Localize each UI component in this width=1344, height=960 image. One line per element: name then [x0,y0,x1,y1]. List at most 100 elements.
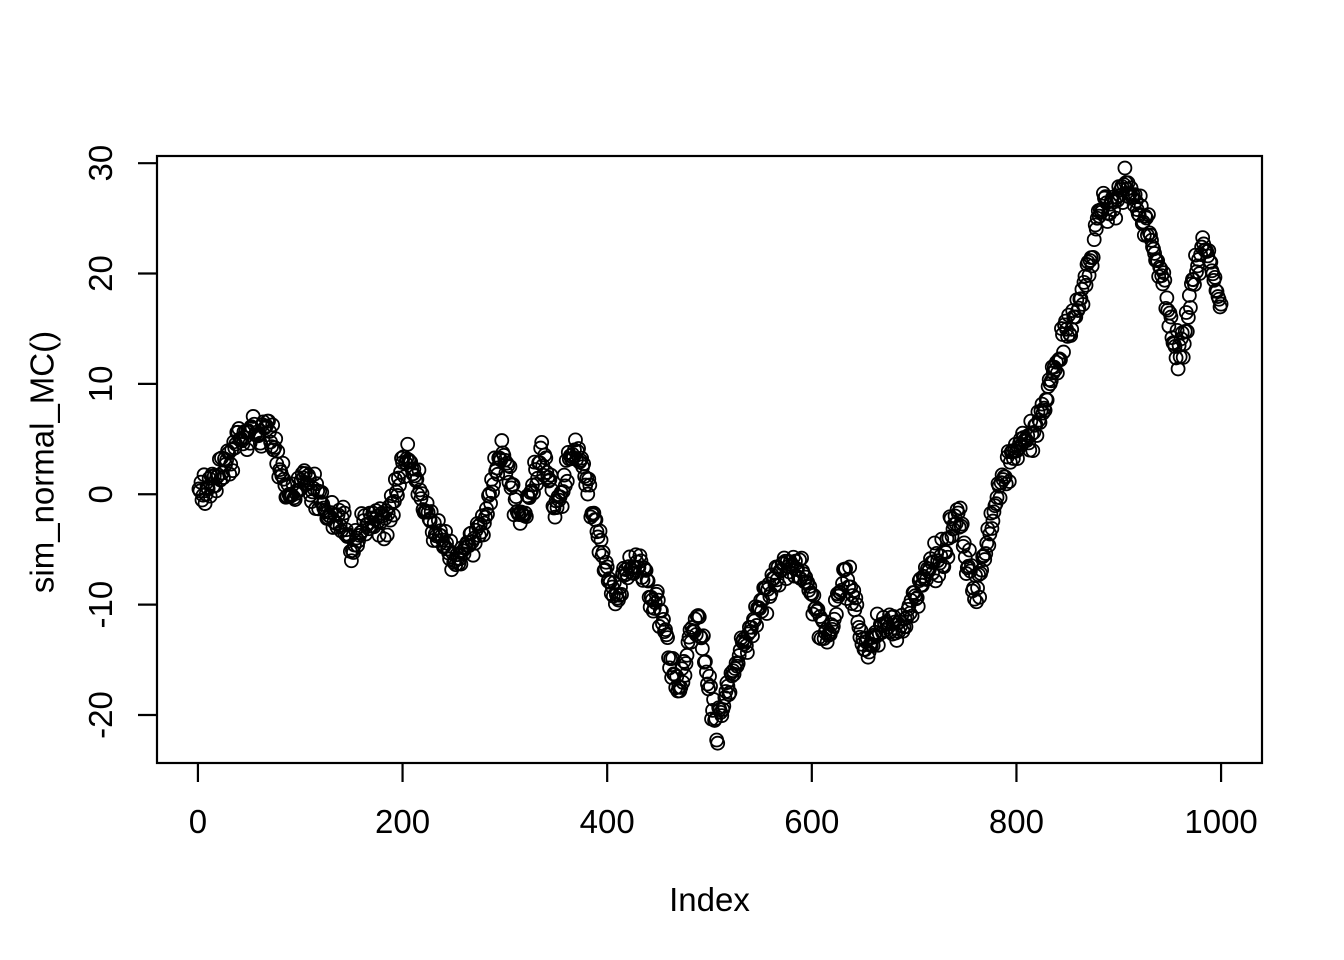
data-point [485,484,500,500]
data-point [909,590,925,606]
data-point [952,500,968,516]
data-point [303,487,318,503]
data-point [419,495,435,511]
data-point [381,498,397,514]
data-point [547,509,563,525]
data-point [979,535,995,551]
x-tick-label: 0 [189,803,207,840]
data-point [225,463,241,479]
data-point [1010,451,1025,466]
plot-box [155,154,1264,765]
data-point [693,630,709,646]
data-point [898,619,914,635]
data-point [1001,474,1017,489]
data-point [941,530,957,546]
data-point [650,592,666,608]
data-point [1203,254,1219,270]
data-point [691,609,707,625]
data-point [935,558,951,574]
data-point [649,584,665,599]
data-point [678,656,694,671]
data-point [792,552,807,568]
data-point [699,664,714,680]
data-point [675,674,691,690]
data-point [411,462,427,478]
data-point [1141,207,1156,223]
data-point [586,505,602,521]
data-point [307,466,322,482]
data-point [343,553,359,569]
data-point [1081,267,1097,283]
data-point [1208,283,1224,298]
data-point [483,495,498,511]
data-point [1163,309,1179,325]
data-point [1037,402,1053,418]
data-point [646,601,662,616]
data-point [1133,198,1149,214]
data-point [197,496,213,511]
data-point [595,544,611,560]
data-point [796,566,812,582]
data-point [502,459,518,475]
data-point [1158,300,1174,316]
y-tick-label: 10 [82,366,119,403]
data-point [222,466,238,482]
data-point [1053,352,1068,368]
x-tick-label: 200 [375,803,430,840]
data-point [581,471,597,487]
data-points [191,160,1229,751]
data-point [870,637,886,653]
data-point [409,472,425,487]
y-axis-title: sim_normal_MC() [23,330,61,594]
y-tick-label: 0 [82,485,119,503]
data-point [1160,302,1176,318]
data-point [335,499,351,515]
data-point [940,549,956,565]
data-point [638,563,654,578]
data-point [978,546,994,561]
data-point [1071,300,1087,316]
data-point [480,506,495,522]
data-point [810,602,826,617]
data-point [1156,265,1172,281]
data-point [1108,210,1124,226]
data-point [549,500,565,515]
data-point [518,509,534,525]
data-point [1213,296,1229,312]
data-point [314,484,330,500]
data-point [267,440,283,455]
data-point [270,443,286,459]
data-point [526,485,541,501]
data-point [265,417,281,433]
data-point [297,466,313,481]
data-point [1085,249,1101,265]
data-point [1147,246,1162,261]
data-point [1086,232,1102,248]
data-point [538,450,554,466]
data-point [1078,277,1094,293]
data-point [559,473,575,489]
data-point [1068,309,1084,325]
data-point [998,476,1014,492]
data-point [819,634,835,650]
data-point [1056,344,1071,360]
data-point [710,735,726,751]
data-point [759,606,775,621]
data-point [985,513,1001,529]
data-point [473,524,489,540]
data-point [846,583,862,598]
data-point [992,490,1008,506]
data-point [430,513,446,528]
data-point [963,563,978,579]
data-point [848,590,864,606]
data-point [1063,328,1079,343]
data-point [580,486,596,502]
data-point [1157,272,1173,288]
data-point [828,606,844,622]
data-point [336,505,352,521]
data-point [494,433,510,448]
data-point [640,573,656,589]
x-tick-label: 800 [989,803,1044,840]
data-point [577,469,593,484]
